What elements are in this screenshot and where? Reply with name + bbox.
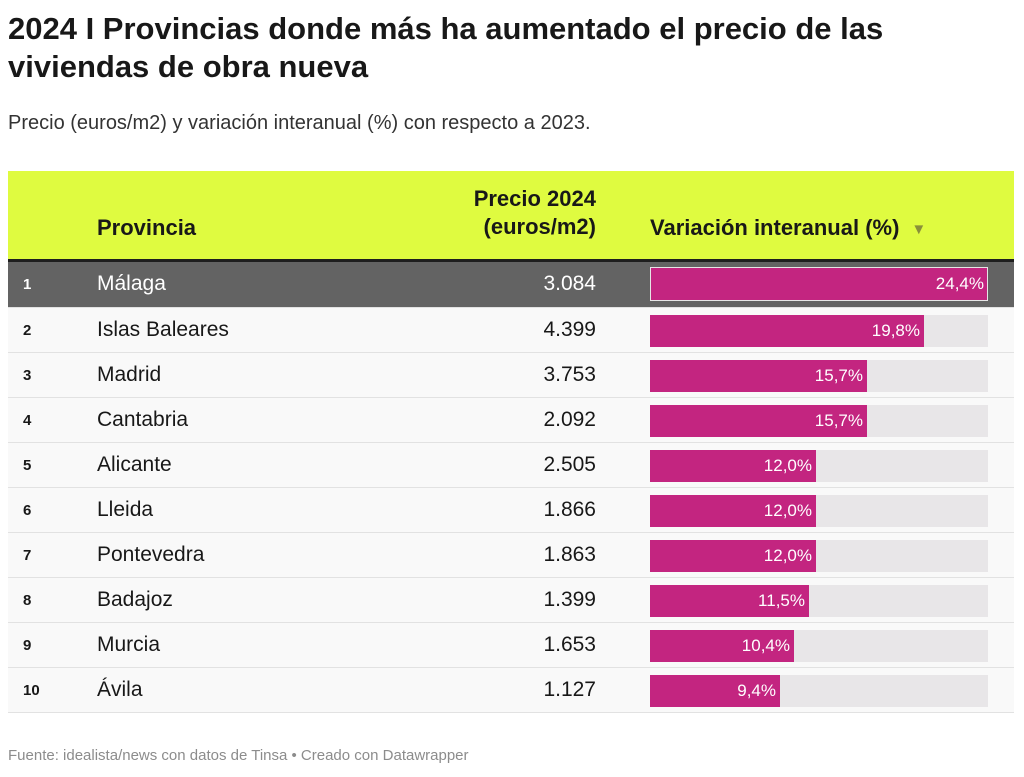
- row-rank: 7: [23, 547, 32, 564]
- row-precio: 2.505: [543, 453, 596, 476]
- bar-label: 15,7%: [814, 411, 863, 430]
- sort-descending-icon[interactable]: ▼: [911, 220, 927, 238]
- row-precio: 1.866: [543, 498, 596, 521]
- bar-label: 11,5%: [758, 591, 805, 610]
- header-precio[interactable]: Precio 2024 (euros/m2): [474, 185, 596, 241]
- row-rank: 10: [23, 682, 40, 699]
- bar: [650, 315, 924, 347]
- row-provincia: Badajoz: [97, 588, 173, 611]
- row-rank: 5: [23, 457, 32, 474]
- row-provincia: Málaga: [97, 272, 166, 295]
- bar-track: 12,0%: [650, 540, 988, 572]
- row-precio: 4.399: [543, 318, 596, 341]
- table-row: 4 Cantabria 2.092 15,7%: [8, 398, 1014, 443]
- row-precio: 1.863: [543, 543, 596, 566]
- row-rank: 3: [23, 367, 32, 384]
- row-rank: 8: [23, 592, 32, 609]
- bar: [650, 585, 809, 617]
- row-precio: 1.653: [543, 633, 596, 656]
- bar-track: 15,7%: [650, 405, 988, 437]
- header-provincia[interactable]: Provincia: [97, 215, 197, 240]
- table-row: 10 Ávila 1.127 9,4%: [8, 668, 1014, 713]
- bar-track: 11,5%: [650, 585, 988, 617]
- row-precio: 2.092: [543, 408, 596, 431]
- row-provincia: Ávila: [97, 678, 143, 701]
- table-body: 1 Málaga 3.084 24,4% 2 Islas Baleares 4.399 19,…: [8, 262, 1014, 713]
- bar-label: 15,7%: [814, 366, 863, 385]
- header-precio-line1: Precio 2024: [473, 186, 596, 211]
- table-header: Provincia Precio 2024 (euros/m2) Variaci…: [8, 171, 1014, 259]
- bar: [650, 540, 816, 572]
- header-variacion[interactable]: Variación interanual (%) ▼: [650, 215, 926, 241]
- row-provincia: Lleida: [97, 498, 154, 521]
- table-row: 1 Málaga 3.084 24,4%: [8, 262, 1014, 308]
- row-provincia: Murcia: [97, 633, 161, 656]
- source-note: Fuente: idealista/news con datos de Tins…: [8, 747, 469, 764]
- row-provincia: Pontevedra: [97, 543, 205, 566]
- row-provincia: Islas Baleares: [97, 318, 229, 341]
- table-row: 9 Murcia 1.653 10,4%: [8, 623, 1014, 668]
- header-variacion-label: Variación interanual (%): [650, 215, 900, 240]
- header-precio-line2: (euros/m2): [483, 214, 596, 239]
- bar: [650, 495, 816, 527]
- bar-track: 12,0%: [650, 495, 988, 527]
- row-rank: 9: [23, 637, 32, 654]
- bar: [650, 267, 988, 301]
- bar-track: 19,8%: [650, 315, 988, 347]
- bar-label: 10,4%: [741, 636, 790, 655]
- table-row: 3 Madrid 3.753 15,7%: [8, 353, 1014, 398]
- row-rank: 4: [23, 412, 32, 429]
- row-rank: 1: [23, 276, 32, 293]
- bar-label: 24,4%: [935, 274, 984, 293]
- row-rank: 2: [23, 322, 32, 339]
- table-row: 6 Lleida 1.866 12,0%: [8, 488, 1014, 533]
- chart-subtitle: Precio (euros/m2) y variación interanual…: [8, 112, 591, 134]
- bar-label: 9,4%: [737, 681, 776, 700]
- bar: [650, 630, 794, 662]
- table-row: 7 Pontevedra 1.863 12,0%: [8, 533, 1014, 578]
- bar-label: 12,0%: [763, 501, 812, 520]
- bar-label: 12,0%: [763, 546, 812, 565]
- data-table: Provincia Precio 2024 (euros/m2) Variaci…: [8, 171, 1014, 713]
- chart-title: 2024 I Provincias donde más ha aumentado…: [8, 11, 884, 84]
- bar: [650, 360, 867, 392]
- bar: [650, 450, 816, 482]
- header-divider: [8, 259, 1014, 262]
- bar-track: 9,4%: [650, 675, 988, 707]
- row-rank: 6: [23, 502, 32, 519]
- bar-label: 12,0%: [763, 456, 812, 475]
- table-row: 8 Badajoz 1.399 11,5%: [8, 578, 1014, 623]
- bar: [650, 675, 780, 707]
- table-row: 2 Islas Baleares 4.399 19,8%: [8, 308, 1014, 353]
- row-provincia: Cantabria: [97, 408, 189, 431]
- bar-track: 24,4%: [650, 267, 988, 301]
- row-provincia: Madrid: [97, 363, 162, 386]
- bar-label: 19,8%: [871, 321, 920, 340]
- row-precio: 1.127: [543, 678, 596, 701]
- bar: [650, 405, 867, 437]
- table-row: 5 Alicante 2.505 12,0%: [8, 443, 1014, 488]
- row-precio: 3.084: [543, 272, 596, 295]
- row-precio: 3.753: [543, 363, 596, 386]
- bar-track: 10,4%: [650, 630, 988, 662]
- bar-track: 15,7%: [650, 360, 988, 392]
- row-provincia: Alicante: [97, 453, 172, 476]
- row-precio: 1.399: [543, 588, 596, 611]
- bar-track: 12,0%: [650, 450, 988, 482]
